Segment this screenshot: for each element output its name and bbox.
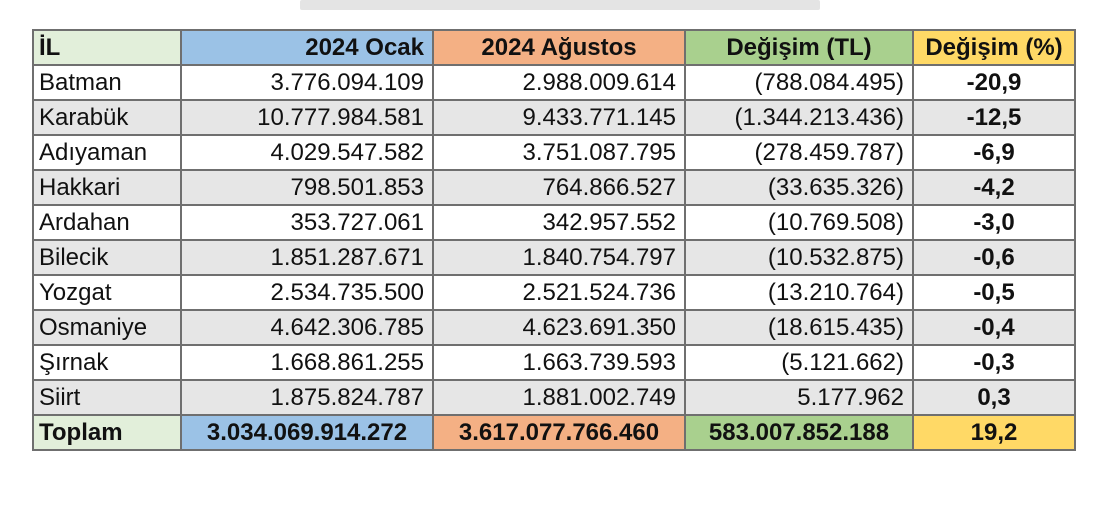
total-row: Toplam 3.034.069.914.272 3.617.077.766.460… — [32, 414, 1076, 451]
cell-2024-agustos: 3.751.087.795 — [432, 134, 686, 171]
total-cell-il: Toplam — [32, 414, 182, 451]
table-row: Şırnak 1.668.861.255 1.663.739.593 (5.121.6… — [32, 344, 1076, 381]
cell-il: Adıyaman — [32, 134, 182, 171]
cell-il: Bilecik — [32, 239, 182, 276]
cell-2024-agustos: 2.521.524.736 — [432, 274, 686, 311]
cell-il: Hakkari — [32, 169, 182, 206]
cell-2024-ocak: 353.727.061 — [180, 204, 434, 241]
header-degisim-tl: Değişim (TL) — [684, 29, 914, 66]
cell-2024-agustos: 1.840.754.797 — [432, 239, 686, 276]
cell-degisim-pct: -3,0 — [912, 204, 1076, 241]
cropped-title — [300, 0, 820, 10]
cell-degisim-tl: (13.210.764) — [684, 274, 914, 311]
cell-degisim-tl: (1.344.213.436) — [684, 99, 914, 136]
cell-degisim-pct: 0,3 — [912, 379, 1076, 416]
cell-il: Yozgat — [32, 274, 182, 311]
cell-2024-agustos: 1.663.739.593 — [432, 344, 686, 381]
header-2024-agustos: 2024 Ağustos — [432, 29, 686, 66]
cell-2024-ocak: 10.777.984.581 — [180, 99, 434, 136]
cell-il: Ardahan — [32, 204, 182, 241]
table-row: Adıyaman 4.029.547.582 3.751.087.795 (278.4… — [32, 134, 1076, 171]
cell-2024-agustos: 4.623.691.350 — [432, 309, 686, 346]
cell-2024-ocak: 3.776.094.109 — [180, 64, 434, 101]
cell-2024-agustos: 1.881.002.749 — [432, 379, 686, 416]
cell-il: Osmaniye — [32, 309, 182, 346]
total-cell-degisim-pct: 19,2 — [912, 414, 1076, 451]
cell-2024-ocak: 798.501.853 — [180, 169, 434, 206]
cell-degisim-tl: (10.532.875) — [684, 239, 914, 276]
cell-degisim-pct: -20,9 — [912, 64, 1076, 101]
cell-il: Batman — [32, 64, 182, 101]
header-2024-ocak: 2024 Ocak — [180, 29, 434, 66]
header-degisim-pct: Değişim (%) — [912, 29, 1076, 66]
cell-2024-ocak: 1.851.287.671 — [180, 239, 434, 276]
cell-2024-ocak: 2.534.735.500 — [180, 274, 434, 311]
table-row: Karabük 10.777.984.581 9.433.771.145 (1.344… — [32, 99, 1076, 136]
cell-degisim-tl: (18.615.435) — [684, 309, 914, 346]
table-row: Yozgat 2.534.735.500 2.521.524.736 (13.210.… — [32, 274, 1076, 311]
table-row: Ardahan 353.727.061 342.957.552 (10.769.508… — [32, 204, 1076, 241]
header-il: İL — [32, 29, 182, 66]
cell-2024-agustos: 342.957.552 — [432, 204, 686, 241]
province-table: İL 2024 Ocak 2024 Ağustos Değişim (TL) D… — [32, 29, 1076, 451]
cell-2024-ocak: 1.668.861.255 — [180, 344, 434, 381]
cell-degisim-tl: (33.635.326) — [684, 169, 914, 206]
cell-degisim-tl: 5.177.962 — [684, 379, 914, 416]
cell-degisim-tl: (10.769.508) — [684, 204, 914, 241]
table-row: Siirt 1.875.824.787 1.881.002.749 5.177.962… — [32, 379, 1076, 416]
cell-degisim-pct: -4,2 — [912, 169, 1076, 206]
cell-2024-ocak: 4.642.306.785 — [180, 309, 434, 346]
total-cell-2024-ocak: 3.034.069.914.272 — [180, 414, 434, 451]
cell-2024-agustos: 2.988.009.614 — [432, 64, 686, 101]
cell-il: Siirt — [32, 379, 182, 416]
table-row: Batman 3.776.094.109 2.988.009.614 (788.084… — [32, 64, 1076, 101]
header-row: İL 2024 Ocak 2024 Ağustos Değişim (TL) D… — [32, 29, 1076, 66]
cell-degisim-tl: (788.084.495) — [684, 64, 914, 101]
cell-degisim-tl: (278.459.787) — [684, 134, 914, 171]
cell-2024-agustos: 764.866.527 — [432, 169, 686, 206]
cell-degisim-tl: (5.121.662) — [684, 344, 914, 381]
cell-degisim-pct: -12,5 — [912, 99, 1076, 136]
table-row: Hakkari 798.501.853 764.866.527 (33.635.326… — [32, 169, 1076, 206]
total-cell-2024-agustos: 3.617.077.766.460 — [432, 414, 686, 451]
cell-degisim-pct: -0,6 — [912, 239, 1076, 276]
cell-degisim-pct: -0,4 — [912, 309, 1076, 346]
total-cell-degisim-tl: 583.007.852.188 — [684, 414, 914, 451]
cell-2024-agustos: 9.433.771.145 — [432, 99, 686, 136]
cell-degisim-pct: -0,5 — [912, 274, 1076, 311]
table-row: Osmaniye 4.642.306.785 4.623.691.350 (18.61… — [32, 309, 1076, 346]
cell-2024-ocak: 1.875.824.787 — [180, 379, 434, 416]
cell-il: Şırnak — [32, 344, 182, 381]
table-row: Bilecik 1.851.287.671 1.840.754.797 (10.532… — [32, 239, 1076, 276]
cell-il: Karabük — [32, 99, 182, 136]
cell-2024-ocak: 4.029.547.582 — [180, 134, 434, 171]
cell-degisim-pct: -0,3 — [912, 344, 1076, 381]
cell-degisim-pct: -6,9 — [912, 134, 1076, 171]
